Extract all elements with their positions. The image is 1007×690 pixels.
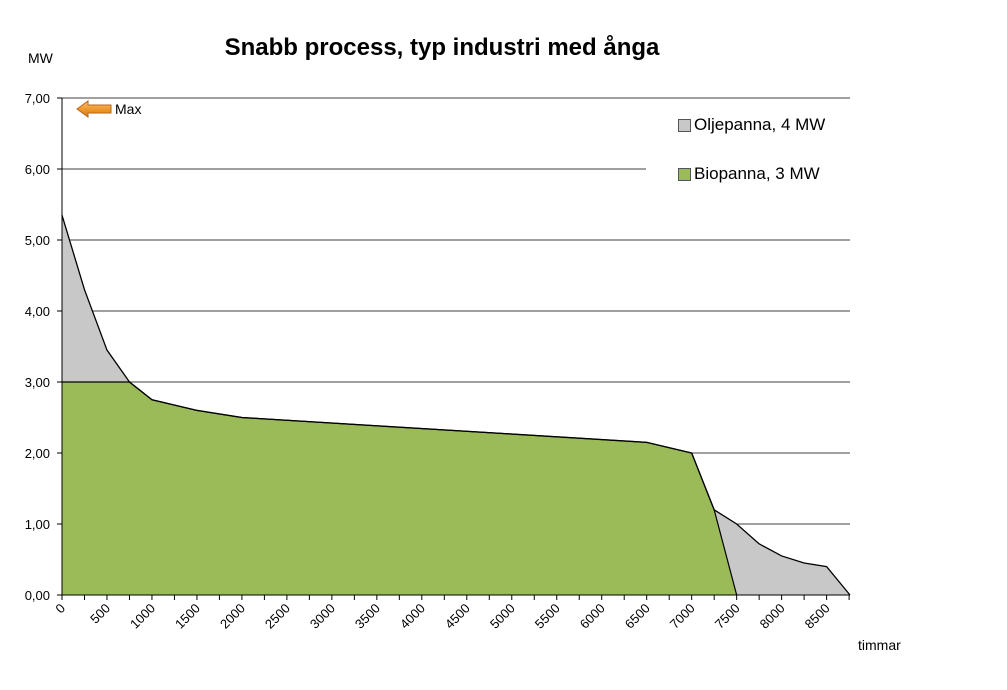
area-biopanna [62,382,737,595]
max-annotation: Max [76,100,141,118]
left-arrow-icon [76,100,112,118]
x-tick-label: 8500 [802,601,833,632]
x-tick-label: 3000 [307,601,338,632]
biopanna-line [62,381,738,596]
legend-swatch-biopanna [678,167,691,181]
x-tick-label: 6500 [622,601,653,632]
y-tick-label: 5,00 [25,233,50,248]
legend-swatch-oljepanna [678,118,691,132]
x-axis-unit-label: timmar [858,637,901,653]
y-tick-label: 6,00 [25,162,50,177]
y-tick-label: 3,00 [25,375,50,390]
y-tick-label: 4,00 [25,304,50,319]
x-tick-label: 5500 [532,601,563,632]
x-tick-label: 500 [87,601,113,627]
legend-item-biopanna: Biopanna, 3 MW [678,164,820,184]
legend-item-oljepanna: Oljepanna, 4 MW [678,115,825,135]
x-tick-label: 6000 [577,601,608,632]
y-tick-label: 7,00 [25,91,50,106]
x-tick-label: 1000 [127,601,158,632]
y-axis-unit-label: MW [28,50,53,66]
x-tick-label: 2000 [217,601,248,632]
x-tick-label: 3500 [352,601,383,632]
y-tick-label: 2,00 [25,446,50,461]
x-tick-label: 5000 [487,601,518,632]
chart-title: Snabb process, typ industri med ånga [224,34,660,61]
y-tick-label: 0,00 [25,588,50,603]
x-tick-label: 4500 [442,601,473,632]
x-tick-label: 0 [52,601,68,617]
legend-label-biopanna: Biopanna, 3 MW [694,164,820,183]
max-label: Max [115,101,142,117]
x-tick-label: 2500 [262,601,293,632]
x-tick-label: 1500 [172,601,203,632]
x-tick-label: 7000 [667,601,698,632]
legend-label-oljepanna: Oljepanna, 4 MW [694,115,826,134]
x-tick-label: 4000 [397,601,428,632]
x-tick-label: 7500 [712,601,743,632]
y-tick-label: 1,00 [25,517,50,532]
x-tick-label: 8000 [757,601,788,632]
